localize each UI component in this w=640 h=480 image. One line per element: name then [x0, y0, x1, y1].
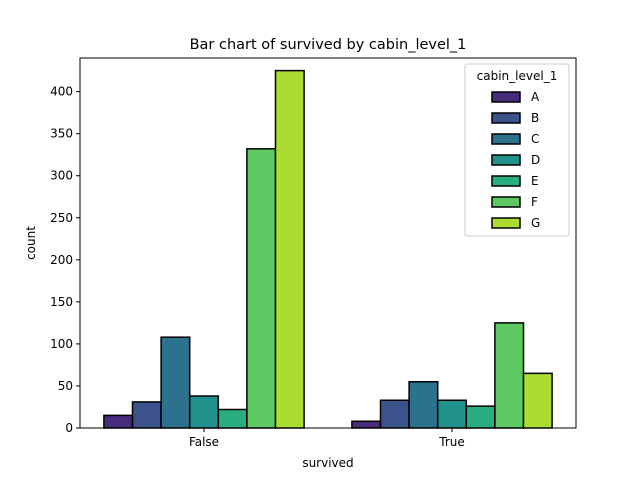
y-tick-label: 250: [50, 211, 73, 225]
y-axis: 0 50 100 150 200 250 300 350 400: [50, 85, 80, 435]
y-tick-label: 350: [50, 127, 73, 141]
legend-swatch-A: [491, 91, 521, 103]
legend-label-B: B: [531, 111, 539, 125]
bar-G-True: [522, 372, 553, 429]
legend-label-C: C: [531, 132, 539, 146]
bar-B-False: [131, 401, 162, 429]
legend-label-G: G: [531, 216, 540, 230]
legend-title: cabin_level_1: [477, 69, 558, 83]
bar-C-True: [408, 381, 439, 429]
bar-C-False: [160, 336, 191, 429]
y-tick-label: 50: [58, 379, 73, 393]
bars: [103, 69, 553, 429]
legend-label-E: E: [531, 174, 539, 188]
y-axis-label: count: [24, 226, 38, 260]
legend-label-A: A: [531, 90, 540, 104]
bar-B-True: [379, 399, 410, 429]
y-tick-label: 200: [50, 253, 73, 267]
y-tick-label: 0: [65, 421, 73, 435]
bar-E-True: [465, 405, 496, 429]
x-axis: False True: [189, 428, 465, 449]
bar-A-True: [351, 420, 382, 429]
legend-swatch-C: [491, 133, 521, 145]
chart-title: Bar chart of survived by cabin_level_1: [190, 37, 467, 53]
legend-swatch-G: [491, 217, 521, 229]
bar-A-False: [103, 414, 134, 429]
legend-swatch-F: [491, 196, 521, 208]
x-axis-label: survived: [302, 456, 353, 470]
bar-F-True: [494, 322, 525, 429]
y-tick-label: 300: [50, 169, 73, 183]
x-tick-label: True: [438, 435, 465, 449]
legend-label-F: F: [531, 195, 538, 209]
legend-swatch-E: [491, 175, 521, 187]
y-tick-label: 400: [50, 85, 73, 99]
y-tick-label: 100: [50, 337, 73, 351]
legend-box: [464, 63, 570, 237]
y-tick-label: 150: [50, 295, 73, 309]
bar-D-True: [436, 399, 468, 429]
legend-swatch-D: [491, 154, 521, 166]
x-tick-label: False: [189, 435, 219, 449]
bar-E-False: [217, 408, 248, 429]
bar-F-False: [246, 148, 277, 429]
bar-G-False: [274, 69, 305, 429]
legend-label-D: D: [531, 153, 540, 167]
legend-swatch-B: [491, 112, 521, 124]
bar-D-False: [188, 395, 220, 429]
plot-frame: [79, 57, 577, 429]
